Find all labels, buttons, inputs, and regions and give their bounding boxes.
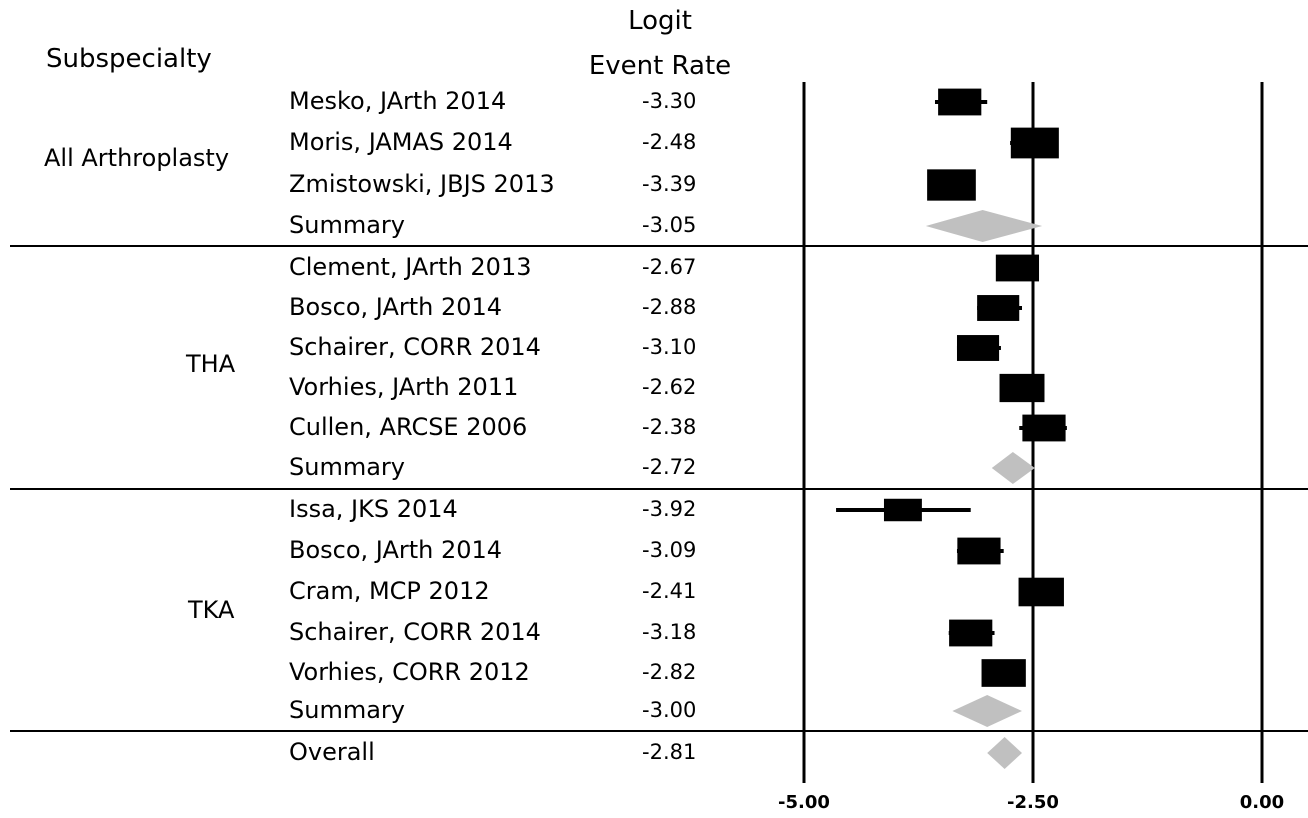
point-estimate-box bbox=[956, 335, 1000, 361]
point-estimate-box bbox=[999, 373, 1045, 403]
study-label: Mesko, JArth 2014 bbox=[289, 87, 507, 115]
study-value: -3.18 bbox=[642, 620, 697, 644]
study-label: Moris, JAMAS 2014 bbox=[289, 128, 513, 156]
point-estimate-box bbox=[957, 537, 1001, 565]
point-estimate-box bbox=[1010, 127, 1059, 159]
study-value: -2.67 bbox=[642, 255, 697, 279]
event-rate-header: Event Rate bbox=[588, 51, 732, 81]
study-label: Vorhies, CORR 2012 bbox=[289, 658, 530, 686]
study-value: -2.62 bbox=[642, 375, 697, 399]
study-label: Vorhies, JArth 2011 bbox=[289, 373, 519, 401]
study-label: Zmistowski, JBJS 2013 bbox=[289, 170, 555, 198]
summary-label: Summary bbox=[289, 696, 405, 724]
study-value: -3.05 bbox=[642, 213, 697, 237]
summary-label: Overall bbox=[289, 738, 375, 766]
study-value: -2.72 bbox=[642, 455, 697, 479]
study-label: Schairer, CORR 2014 bbox=[289, 618, 541, 646]
point-estimate-box bbox=[1018, 577, 1064, 607]
point-estimate-box bbox=[977, 295, 1020, 321]
summary-diamond bbox=[952, 695, 1023, 727]
study-value: -3.39 bbox=[642, 172, 697, 196]
group-label: All Arthroplasty bbox=[44, 144, 230, 172]
study-value: -2.81 bbox=[642, 740, 697, 764]
x-tick-label: 0.00 bbox=[1239, 792, 1285, 813]
x-tick-label: -2.50 bbox=[1007, 792, 1059, 813]
summary-label: Summary bbox=[289, 453, 405, 481]
point-estimate-box bbox=[938, 88, 982, 116]
group-label: THA bbox=[186, 350, 236, 378]
study-label: Clement, JArth 2013 bbox=[289, 253, 532, 281]
study-label: Cullen, ARCSE 2006 bbox=[289, 413, 528, 441]
summary-diamond bbox=[991, 452, 1035, 484]
point-estimate-box bbox=[1022, 414, 1066, 442]
group-label: TKA bbox=[188, 596, 235, 624]
point-estimate-box bbox=[981, 659, 1026, 687]
study-label: Bosco, JArth 2014 bbox=[289, 293, 503, 321]
study-value: -3.00 bbox=[642, 698, 697, 722]
study-value: -3.92 bbox=[642, 497, 697, 521]
summary-diamond bbox=[925, 210, 1043, 242]
summary-diamond bbox=[987, 737, 1023, 769]
summary-label: Summary bbox=[289, 211, 405, 239]
logit-header: Logit bbox=[628, 6, 692, 36]
study-label: Bosco, JArth 2014 bbox=[289, 536, 503, 564]
point-estimate-box bbox=[995, 254, 1040, 282]
study-value: -2.82 bbox=[642, 660, 697, 684]
study-label: Issa, JKS 2014 bbox=[289, 495, 458, 523]
study-value: -3.30 bbox=[642, 89, 697, 113]
point-estimate-box bbox=[949, 619, 993, 647]
point-estimate-box bbox=[883, 498, 922, 522]
study-value: -3.10 bbox=[642, 335, 697, 359]
subspecialty-header: Subspecialty bbox=[46, 44, 212, 74]
study-value: -2.41 bbox=[642, 579, 697, 603]
study-value: -3.09 bbox=[642, 538, 697, 562]
x-tick-label: -5.00 bbox=[778, 792, 830, 813]
study-value: -2.88 bbox=[642, 295, 697, 319]
study-value: -2.48 bbox=[642, 130, 697, 154]
study-value: -2.38 bbox=[642, 415, 697, 439]
point-estimate-box bbox=[927, 169, 976, 201]
study-label: Cram, MCP 2012 bbox=[289, 577, 490, 605]
study-label: Schairer, CORR 2014 bbox=[289, 333, 541, 361]
